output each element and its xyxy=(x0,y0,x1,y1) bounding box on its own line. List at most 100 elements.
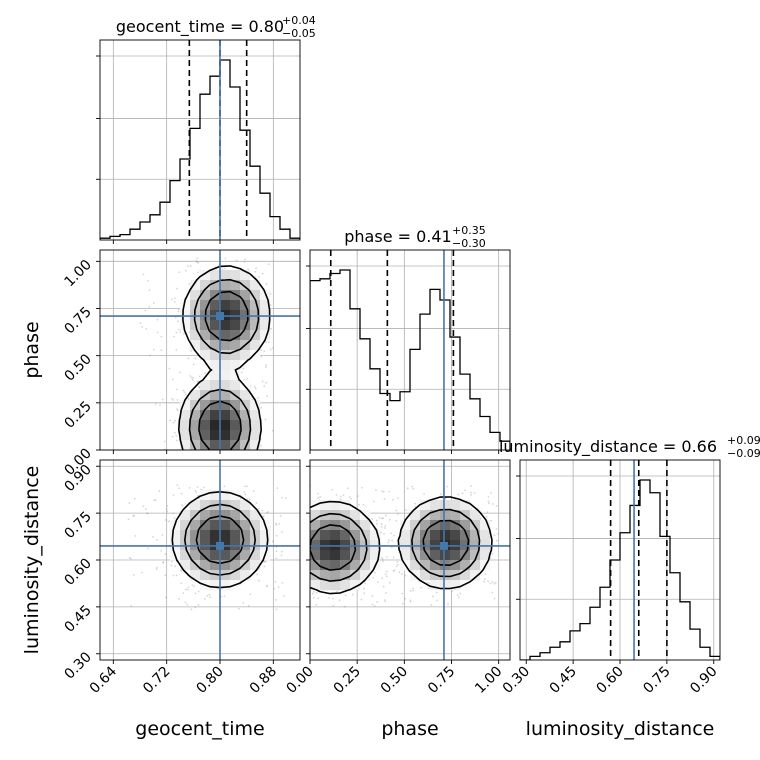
density-cell xyxy=(190,440,201,450)
density-cell xyxy=(220,580,231,591)
sample-point xyxy=(373,605,376,608)
density-cell xyxy=(230,280,241,291)
sample-point xyxy=(261,272,264,275)
density-cell xyxy=(350,570,361,581)
sample-point xyxy=(328,597,330,599)
sample-point xyxy=(248,498,251,501)
density-cell xyxy=(210,300,221,311)
sample-point xyxy=(411,485,414,488)
density-cell xyxy=(210,340,221,351)
density-cell xyxy=(190,520,201,531)
contour-level-2 xyxy=(310,519,470,571)
sample-point xyxy=(461,492,464,495)
density-cell xyxy=(190,500,201,511)
sample-point xyxy=(175,388,178,391)
density-cell xyxy=(360,530,371,541)
sample-point xyxy=(274,599,277,601)
sample-point xyxy=(271,429,274,432)
sample-point xyxy=(176,409,179,412)
density-cell xyxy=(450,530,461,541)
title-geocent-time-plus: +0.04 xyxy=(282,14,316,27)
sample-point xyxy=(145,512,148,515)
x-tick-label-phase-4: 1.00 xyxy=(472,664,505,697)
sample-point xyxy=(254,387,257,390)
sample-point xyxy=(191,378,194,381)
density-cell xyxy=(230,530,241,541)
density-cell xyxy=(190,420,201,431)
sample-point xyxy=(362,587,365,590)
sample-point xyxy=(335,494,338,496)
density-cell xyxy=(310,580,321,591)
density-cell xyxy=(230,520,241,531)
histogram-bin-phase-7 xyxy=(380,394,390,450)
density-cell xyxy=(350,530,361,541)
sample-point xyxy=(198,386,201,388)
density-cell xyxy=(440,550,451,561)
density-cell xyxy=(220,520,231,531)
sample-point xyxy=(187,398,190,401)
density-cell xyxy=(240,330,251,341)
histogram-bin-luminosity_distance-5 xyxy=(570,631,580,660)
sample-point xyxy=(263,565,266,568)
panel-frame xyxy=(99,39,301,241)
x-tick-label-phase-3: 0.75 xyxy=(425,664,458,697)
density-cell xyxy=(210,550,221,561)
sample-point xyxy=(156,566,158,569)
sample-point xyxy=(189,265,192,267)
sample-point xyxy=(486,515,488,518)
density-cell xyxy=(420,550,431,561)
density-cell xyxy=(360,570,371,581)
density-cell xyxy=(240,410,251,421)
density-cell xyxy=(180,550,191,561)
density-cell xyxy=(330,500,341,511)
histogram-bin-geocent_time-5 xyxy=(150,215,160,240)
sample-point xyxy=(317,492,319,495)
sample-point xyxy=(171,435,174,438)
density-cell xyxy=(460,580,471,591)
density-cell xyxy=(200,340,211,351)
sample-point xyxy=(162,561,165,564)
density-cell xyxy=(250,550,261,561)
sample-point xyxy=(223,595,226,598)
density-cell xyxy=(260,300,271,311)
histogram-bin-geocent_time-16 xyxy=(260,193,270,240)
sample-point xyxy=(311,592,314,595)
sample-point xyxy=(380,517,383,520)
sample-point xyxy=(187,357,190,360)
sample-point xyxy=(265,585,268,588)
sample-point xyxy=(278,522,281,525)
sample-point xyxy=(315,591,318,594)
density-cell xyxy=(420,520,431,531)
density-cell xyxy=(450,580,461,591)
density-cell xyxy=(440,520,451,531)
sample-point xyxy=(243,260,246,263)
sample-point xyxy=(154,402,157,405)
x-tick-label-luminosity_distance-4: 0.90 xyxy=(687,664,720,697)
sample-point xyxy=(427,587,430,590)
sample-point xyxy=(176,287,178,290)
density-cell xyxy=(180,420,191,431)
sample-point xyxy=(244,258,246,261)
density-cell xyxy=(180,520,191,531)
density-cell xyxy=(200,530,211,541)
histogram-bin-luminosity_distance-2 xyxy=(540,653,550,660)
sample-point xyxy=(187,265,189,268)
histogram-bin-phase-19 xyxy=(500,441,510,450)
histogram-bin-geocent_time-2 xyxy=(120,235,130,240)
density-cell xyxy=(340,570,351,581)
sample-point xyxy=(152,536,154,538)
sample-point xyxy=(223,485,226,488)
density-cell xyxy=(470,560,481,571)
sample-point xyxy=(180,492,183,495)
sample-point xyxy=(381,490,384,493)
histogram-bin-geocent_time-12 xyxy=(220,60,230,240)
sample-point xyxy=(133,497,136,500)
sample-point xyxy=(414,502,416,505)
sample-point xyxy=(406,487,409,490)
density-cell xyxy=(220,340,231,351)
histogram-bin-geocent_time-13 xyxy=(230,87,240,240)
sample-point xyxy=(176,484,179,487)
sample-point xyxy=(493,534,496,537)
contour-level-1 xyxy=(310,508,481,582)
